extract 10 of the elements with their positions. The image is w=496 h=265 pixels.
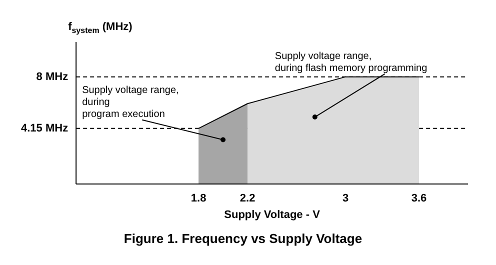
x-tick-label: 3 (342, 192, 349, 205)
annotation: Supply voltage range, during program execution (82, 84, 179, 120)
x-axis-title: Supply Voltage - V (224, 208, 321, 221)
y-tick-label: 8 MHz (36, 70, 69, 83)
y-tick-label: 4.15 MHz (20, 122, 69, 134)
x-tick-label: 3.6 (411, 192, 427, 205)
text: Figure 1. Frequency vs Supply Voltage (124, 230, 362, 246)
x-tick-label: 2.2 (240, 192, 256, 205)
x-tick-label: 1.8 (190, 192, 206, 205)
annotation: Supply voltage range, during flash memory programming (274, 50, 428, 74)
